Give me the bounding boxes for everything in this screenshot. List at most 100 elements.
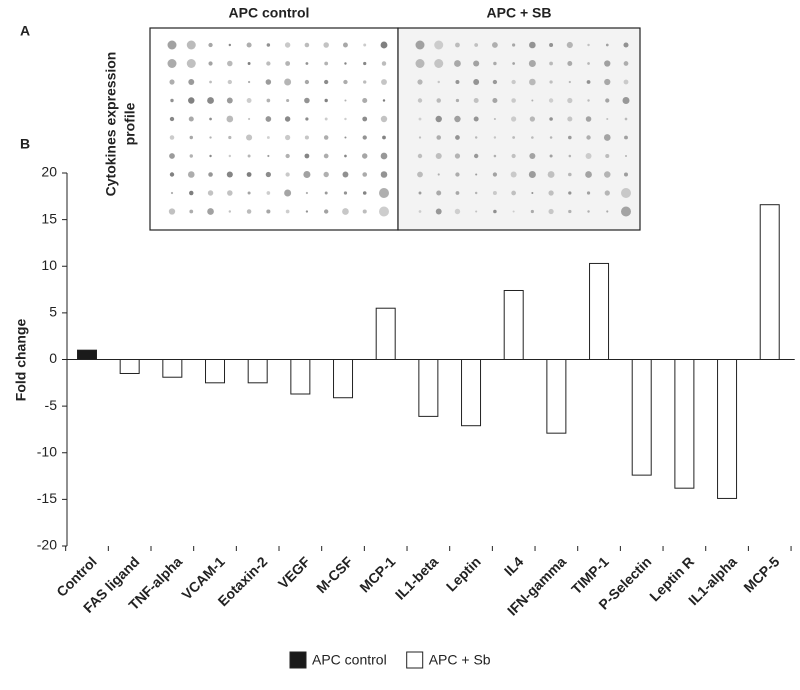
blot-dot xyxy=(512,210,515,213)
bar xyxy=(546,359,567,434)
blot-dot xyxy=(285,61,291,66)
blot-dot xyxy=(529,152,536,160)
blot-dot xyxy=(455,191,460,195)
bar xyxy=(205,359,226,384)
x-tick-label: MCP-1 xyxy=(356,553,398,595)
blot-dot xyxy=(362,153,368,159)
blot-dot xyxy=(548,208,554,215)
blot-dot xyxy=(167,59,177,68)
blot-dot xyxy=(623,79,629,85)
blot-dot xyxy=(492,79,498,85)
blot-dot xyxy=(437,173,440,176)
blot-dot xyxy=(247,62,251,65)
legend-swatch xyxy=(289,651,307,669)
blot-dot xyxy=(247,80,251,84)
blot-dot xyxy=(568,191,572,195)
blot-dot xyxy=(286,98,290,103)
image-title: APC + SB xyxy=(487,5,552,21)
y-tick-label: -20 xyxy=(37,537,57,553)
blot-dot xyxy=(624,172,628,177)
blot-dot xyxy=(623,42,629,48)
blot-dot xyxy=(418,191,422,195)
blot-dot xyxy=(418,210,422,213)
blot-dot xyxy=(567,61,573,66)
blot-dot xyxy=(586,135,591,140)
blot-dot xyxy=(343,79,348,85)
blot-dot xyxy=(415,59,425,68)
blot-dot xyxy=(382,135,386,140)
blot-dot xyxy=(305,210,309,213)
bar xyxy=(717,359,738,499)
blot-dot xyxy=(363,61,367,66)
blot-dot xyxy=(284,78,292,86)
blot-dot xyxy=(604,60,611,67)
blot-dot xyxy=(323,135,329,140)
blot-dot xyxy=(208,61,213,66)
blot-dot xyxy=(304,135,309,140)
blot-dot xyxy=(246,42,252,48)
blot-dot xyxy=(587,210,590,213)
blot-dot xyxy=(435,208,442,215)
blot-dot xyxy=(208,172,213,177)
blot-dot xyxy=(169,135,175,140)
image-title: APC control xyxy=(229,5,310,21)
blot-dot xyxy=(436,135,442,140)
blot-dot xyxy=(436,190,442,196)
blot-dot xyxy=(474,43,479,47)
bar xyxy=(589,262,610,361)
blot-dot xyxy=(455,80,460,84)
blot-dot xyxy=(493,117,496,121)
blot-dot xyxy=(493,209,497,214)
blot-dot xyxy=(529,41,536,49)
blot-dot xyxy=(621,188,631,198)
blot-dot xyxy=(209,117,212,121)
blot-dot xyxy=(529,78,536,86)
blot-dot xyxy=(324,98,328,103)
blot-dot xyxy=(604,171,611,178)
blot-dot xyxy=(304,42,310,48)
blot-dot xyxy=(362,172,368,177)
bar xyxy=(418,359,439,417)
blot-dot xyxy=(587,99,590,102)
blot-dot xyxy=(342,42,348,48)
blot-dot xyxy=(170,98,174,103)
blot-dot xyxy=(621,206,631,217)
blot-dot xyxy=(188,97,195,104)
side-label: Cytokines expression xyxy=(103,52,119,197)
y-tick-label: 10 xyxy=(41,257,57,273)
blot-dot xyxy=(454,153,461,159)
bar xyxy=(631,359,652,476)
blot-dot xyxy=(622,97,630,104)
blot-dot xyxy=(189,190,194,196)
y-tick-label: -15 xyxy=(37,490,57,506)
blot-dot xyxy=(285,209,290,214)
bar xyxy=(290,359,311,395)
blot-dot xyxy=(188,79,195,85)
bar xyxy=(162,359,183,378)
blot-dot xyxy=(436,98,441,103)
blot-dot xyxy=(528,170,536,179)
blot-dot xyxy=(567,97,573,104)
x-tick-label: M-CSF xyxy=(313,553,356,596)
y-tick-label: 20 xyxy=(41,164,57,180)
blot-dot xyxy=(454,208,461,215)
side-label: profile xyxy=(122,102,138,145)
blot-dot xyxy=(511,190,516,196)
blot-dot xyxy=(363,80,367,84)
blot-dot xyxy=(473,153,479,159)
blot-image xyxy=(397,27,641,231)
blot-dot xyxy=(266,98,271,103)
blot-dot xyxy=(493,136,497,139)
blot-dot xyxy=(209,154,212,158)
blot-dot xyxy=(305,117,309,121)
blot-dot xyxy=(379,206,389,217)
y-axis-label: Fold change xyxy=(13,319,29,402)
blot-dot xyxy=(266,61,271,66)
blot-dot xyxy=(209,80,212,84)
bar xyxy=(375,307,396,360)
blot-dot xyxy=(265,171,272,178)
y-tick-label: 5 xyxy=(49,304,57,320)
blot-dot xyxy=(549,117,553,121)
blot-frame xyxy=(397,27,641,231)
blot-dot xyxy=(455,135,460,140)
